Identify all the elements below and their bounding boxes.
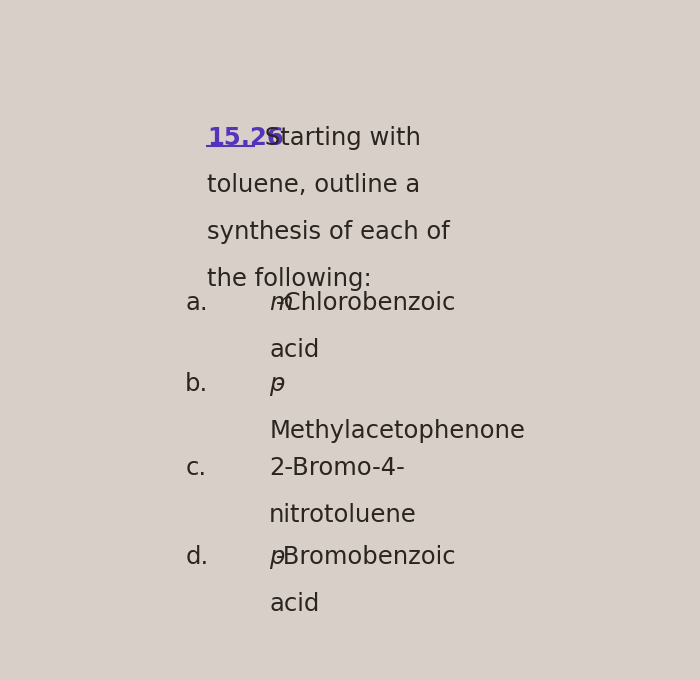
Text: acid: acid bbox=[270, 592, 320, 616]
Text: acid: acid bbox=[270, 338, 320, 362]
Text: b.: b. bbox=[185, 372, 209, 396]
Text: p: p bbox=[270, 372, 285, 396]
Text: nitrotoluene: nitrotoluene bbox=[270, 503, 417, 527]
Text: synthesis of each of: synthesis of each of bbox=[207, 220, 449, 244]
Text: m: m bbox=[270, 291, 293, 315]
Text: -Bromobenzoic: -Bromobenzoic bbox=[276, 545, 457, 569]
Text: Starting with: Starting with bbox=[257, 126, 421, 150]
Text: toluene, outline a: toluene, outline a bbox=[207, 173, 420, 197]
Text: 2-Bromo-4-: 2-Bromo-4- bbox=[270, 456, 405, 480]
Text: -Chlorobenzoic: -Chlorobenzoic bbox=[276, 291, 456, 315]
Text: 15.26: 15.26 bbox=[207, 126, 284, 150]
Text: a.: a. bbox=[185, 291, 208, 315]
Text: Methylacetophenone: Methylacetophenone bbox=[270, 420, 525, 443]
Text: the following:: the following: bbox=[207, 267, 372, 292]
Text: d.: d. bbox=[185, 545, 209, 569]
Text: -: - bbox=[276, 372, 285, 396]
Text: c.: c. bbox=[185, 456, 206, 480]
Text: p: p bbox=[270, 545, 285, 569]
